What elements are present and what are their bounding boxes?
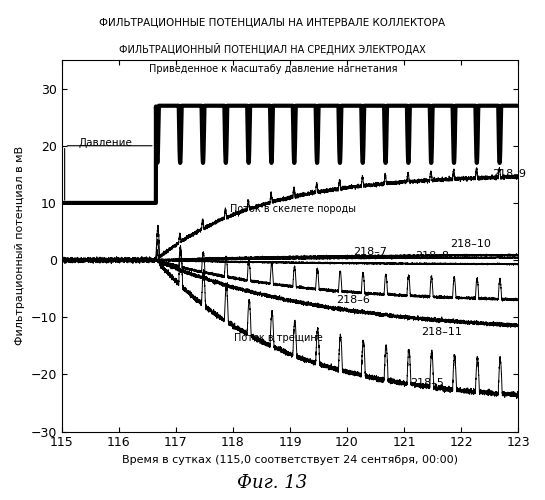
Text: ФИЛЬТРАЦИОННЫЙ ПОТЕНЦИАЛ НА СРЕДНИХ ЭЛЕКТРОДАХ: ФИЛЬТРАЦИОННЫЙ ПОТЕНЦИАЛ НА СРЕДНИХ ЭЛЕК…	[119, 42, 426, 54]
Y-axis label: Фильтрационный потенциал в мВ: Фильтрационный потенциал в мВ	[15, 146, 25, 346]
Text: Фиг. 13: Фиг. 13	[238, 474, 307, 492]
Text: 218–7: 218–7	[353, 246, 387, 256]
Text: 218–9: 218–9	[493, 170, 526, 179]
Text: 218–6: 218–6	[336, 295, 370, 305]
Text: 218–8: 218–8	[415, 250, 450, 260]
Text: ФИЛЬТРАЦИОННЫЕ ПОТЕНЦИАЛЫ НА ИНТЕРВАЛЕ КОЛЛЕКТОРА: ФИЛЬТРАЦИОННЫЕ ПОТЕНЦИАЛЫ НА ИНТЕРВАЛЕ К…	[99, 18, 446, 28]
Text: Приведенное к масштабу давление нагнетания: Приведенное к масштабу давление нагнетан…	[149, 64, 397, 74]
Text: 218–5: 218–5	[410, 378, 444, 388]
Text: Поток в трещине: Поток в трещине	[234, 333, 323, 343]
Text: Давление: Давление	[79, 138, 133, 148]
Text: Поток в скелете породы: Поток в скелете породы	[230, 204, 356, 214]
Text: 218–11: 218–11	[421, 326, 462, 336]
Text: 218–10: 218–10	[450, 239, 491, 249]
X-axis label: Время в сутках (115,0 соответствует 24 сентября, 00:00): Время в сутках (115,0 соответствует 24 с…	[122, 455, 458, 465]
